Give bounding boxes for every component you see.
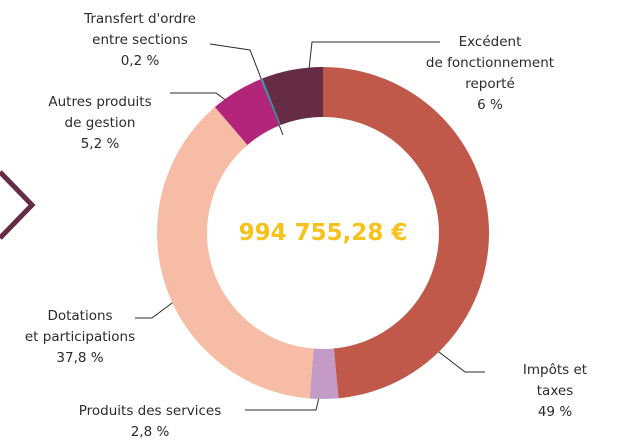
leader-line	[429, 344, 485, 373]
value-label: 0,2 %	[120, 53, 160, 69]
donut-segment	[214, 79, 280, 145]
donut-segment	[323, 67, 490, 399]
value-label: 49 %	[537, 404, 573, 420]
category-label: Autres produits de gestion	[48, 94, 152, 131]
category-label: Excédent de fonctionnement reporté	[425, 34, 555, 92]
center-label: 994 755,28 €	[238, 220, 408, 246]
donut-segment	[309, 348, 339, 399]
leader-line	[307, 41, 440, 79]
category-label: Produits des services	[78, 403, 222, 419]
value-label: 5,2 %	[80, 136, 120, 152]
value-label: 37,8 %	[56, 350, 104, 366]
donut-segment	[262, 67, 323, 125]
category-label: Dotations et participations	[24, 308, 136, 345]
value-label: 2,8 %	[130, 424, 170, 440]
donut-segment	[156, 107, 314, 399]
decor-chevron	[0, 170, 36, 240]
value-label: 6 %	[477, 97, 503, 113]
leader-lines	[135, 41, 485, 411]
category-label: Impôts et taxes	[522, 362, 588, 399]
leader-line	[135, 299, 177, 319]
donut-segment	[260, 78, 281, 126]
category-label: Transfert d'ordre entre sections	[84, 11, 196, 48]
